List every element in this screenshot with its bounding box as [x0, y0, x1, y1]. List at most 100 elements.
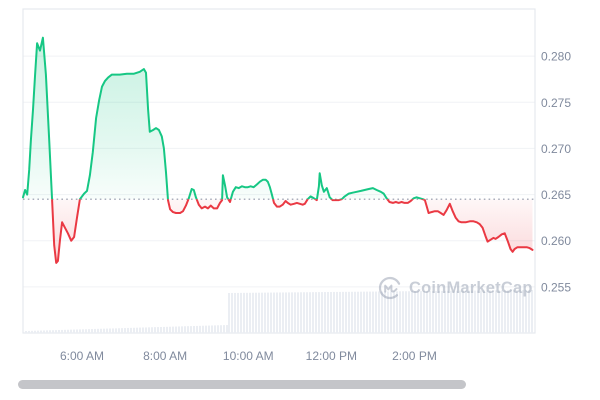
- volume-bar: [255, 292, 257, 333]
- volume-bar: [300, 292, 302, 333]
- volume-bar: [202, 325, 204, 333]
- volume-bar: [121, 328, 123, 333]
- volume-bar: [501, 290, 503, 333]
- volume-bar: [40, 330, 42, 333]
- volume-bar: [211, 325, 213, 333]
- volume-bar: [312, 292, 314, 333]
- x-axis-label: 2:00 PM: [392, 349, 437, 363]
- volume-bar: [249, 292, 251, 333]
- volume-bar: [420, 291, 422, 333]
- volume-bar: [288, 292, 290, 333]
- volume-bar: [318, 292, 320, 333]
- volume-bar: [148, 327, 150, 333]
- volume-bar: [228, 293, 230, 333]
- volume-bar: [169, 326, 171, 333]
- volume-bar: [31, 330, 33, 333]
- volume-bar: [157, 327, 159, 333]
- volume-bar: [441, 290, 443, 333]
- volume-bar: [360, 291, 362, 333]
- volume-bar: [208, 325, 210, 333]
- volume-bar: [435, 290, 437, 333]
- volume-bar: [130, 327, 132, 333]
- volume-bar: [342, 291, 344, 333]
- volume-bar: [531, 290, 533, 333]
- price-line-up[interactable]: [22, 36, 533, 263]
- volume-bar: [363, 291, 365, 333]
- volume-bar: [91, 329, 93, 333]
- volume-bar: [25, 331, 27, 333]
- volume-bar: [330, 291, 332, 333]
- volume-bar: [226, 325, 228, 333]
- volume-bar: [417, 291, 419, 333]
- volume-bar: [246, 292, 248, 333]
- volume-bar: [423, 291, 425, 333]
- volume-bar: [351, 291, 353, 333]
- volume-bar: [46, 330, 48, 333]
- volume-bar: [82, 329, 84, 333]
- volume-bar: [456, 290, 458, 333]
- volume-bar: [357, 291, 359, 333]
- volume-bar: [381, 291, 383, 333]
- volume-bar: [67, 329, 69, 333]
- volume-bar: [291, 292, 293, 333]
- volume-bar: [261, 292, 263, 333]
- y-axis-label: 0.255: [541, 280, 571, 294]
- volume-bar: [297, 292, 299, 333]
- volume-bar: [450, 290, 452, 333]
- volume-bar: [408, 291, 410, 333]
- volume-bar: [336, 291, 338, 333]
- volume-bar: [115, 328, 117, 333]
- volume-bar: [252, 292, 254, 333]
- volume-bar: [34, 330, 36, 333]
- volume-bar: [453, 290, 455, 333]
- volume-bar: [354, 291, 356, 333]
- volume-bar: [510, 290, 512, 333]
- price-line-down[interactable]: [23, 38, 534, 264]
- volume-bar: [438, 290, 440, 333]
- volume-bar: [145, 327, 147, 333]
- volume-bar: [528, 290, 530, 333]
- area-fill-up: [23, 37, 423, 200]
- volume-bar: [483, 290, 485, 333]
- volume-bar: [237, 292, 239, 333]
- volume-bar: [127, 327, 129, 333]
- volume-bar: [178, 326, 180, 333]
- volume-bar: [52, 330, 54, 333]
- price-line[interactable]: [22, 36, 534, 264]
- volume-bar: [118, 328, 120, 333]
- volume-bar: [426, 291, 428, 333]
- volume-bar: [273, 292, 275, 333]
- volume-bar: [163, 326, 165, 333]
- y-axis-label: 0.280: [541, 50, 571, 64]
- volume-bar: [190, 326, 192, 333]
- volume-bar: [315, 292, 317, 333]
- volume-bar: [471, 290, 473, 333]
- volume-bar: [504, 290, 506, 333]
- volume-bar: [366, 291, 368, 333]
- volume-bar: [258, 292, 260, 333]
- volume-bar: [196, 325, 198, 333]
- x-axis-label: 6:00 AM: [60, 349, 104, 363]
- volume-bar: [43, 330, 45, 333]
- volume-bar: [112, 328, 114, 333]
- volume-bar: [61, 329, 63, 333]
- y-axis-label: 0.260: [541, 234, 571, 248]
- volume-bar: [55, 330, 57, 333]
- volume-bar: [327, 292, 329, 333]
- volume-bar: [172, 326, 174, 333]
- volume-bar: [136, 327, 138, 333]
- volume-bar: [28, 330, 30, 333]
- volume-bar: [64, 329, 66, 333]
- volume-bar: [378, 291, 380, 333]
- volume-bar: [184, 326, 186, 333]
- volume-bar: [133, 327, 135, 333]
- horizontal-scrollbar-thumb[interactable]: [18, 380, 466, 389]
- volume-bar: [154, 327, 156, 333]
- volume-bar: [58, 330, 60, 333]
- y-axis-label: 0.275: [541, 96, 571, 110]
- volume-bar: [447, 290, 449, 333]
- volume-bar: [495, 290, 497, 333]
- volume-bar: [294, 292, 296, 333]
- volume-bar: [231, 292, 233, 333]
